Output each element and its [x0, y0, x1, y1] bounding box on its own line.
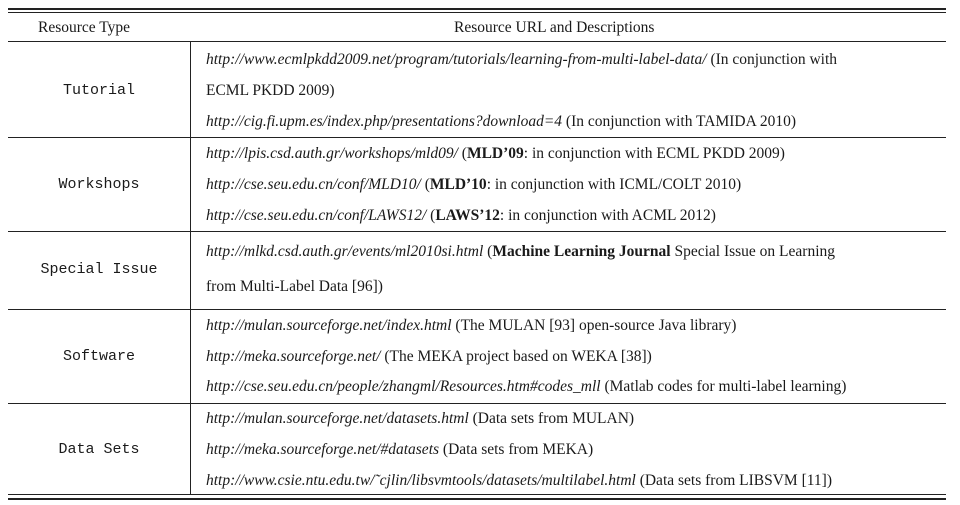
- resource-link[interactable]: http://mulan.sourceforge.net/index.html: [206, 317, 452, 334]
- resource-link[interactable]: http://cig.fi.upm.es/index.php/presentat…: [206, 113, 563, 130]
- group-rule-software: [8, 403, 946, 404]
- type-special-issue: Special Issue: [40, 261, 158, 278]
- group-rule-workshops: [8, 231, 946, 232]
- resource-link[interactable]: http://cse.seu.edu.cn/conf/MLD10/: [206, 176, 421, 193]
- special-issue-entry-1: http://mlkd.csd.auth.gr/events/ml2010si.…: [206, 243, 835, 261]
- resource-description: Special Issue on Learning: [670, 243, 836, 260]
- header-resource-url: Resource URL and Descriptions: [454, 19, 655, 36]
- open-paren: (: [483, 243, 493, 260]
- type-software: Software: [62, 348, 135, 365]
- tutorial-entry-1-continued: ECML PKDD 2009): [206, 82, 335, 100]
- type-data-sets: Data Sets: [58, 441, 140, 458]
- event-name: MLD’10: [429, 176, 487, 193]
- bottom-rule-outer: [8, 498, 946, 500]
- data-sets-entry-3: http://www.csie.ntu.edu.tw/˜cjlin/libsvm…: [206, 472, 832, 490]
- resource-link[interactable]: http://meka.sourceforge.net/: [206, 348, 381, 365]
- type-workshops: Workshops: [58, 176, 140, 193]
- bottom-rule-inner: [8, 494, 946, 495]
- workshops-entry-2: http://cse.seu.edu.cn/conf/MLD10/ (MLD’1…: [206, 176, 741, 194]
- tutorial-entry-1: http://www.ecmlpkdd2009.net/program/tuto…: [206, 51, 837, 69]
- open-paren: (: [420, 176, 430, 193]
- software-entry-3: http://cse.seu.edu.cn/people/zhangml/Res…: [206, 378, 846, 396]
- resource-description: from Multi-Label Data [96]): [206, 278, 383, 295]
- resource-description: ECML PKDD 2009): [206, 82, 335, 99]
- resource-description: (In conjunction with TAMIDA 2010): [562, 113, 796, 130]
- top-rule-inner: [8, 12, 946, 13]
- event-name: MLD’09: [466, 145, 524, 162]
- data-sets-entry-1: http://mulan.sourceforge.net/datasets.ht…: [206, 410, 634, 428]
- type-tutorial: Tutorial: [62, 82, 135, 99]
- column-divider: [190, 41, 191, 495]
- open-paren: (: [426, 207, 436, 224]
- header-rule: [8, 41, 946, 42]
- resource-link[interactable]: http://lpis.csd.auth.gr/workshops/mld09/: [206, 145, 458, 162]
- group-rule-special-issue: [8, 309, 946, 310]
- resource-description: (Data sets from MEKA): [439, 441, 594, 458]
- software-entry-2: http://meka.sourceforge.net/ (The MEKA p…: [206, 348, 652, 366]
- special-issue-entry-1-continued: from Multi-Label Data [96]): [206, 278, 383, 296]
- resource-description: (The MULAN [93] open-source Java library…: [451, 317, 737, 334]
- resource-description: (In conjunction with: [706, 51, 838, 68]
- resource-description: : in conjunction with ECML PKDD 2009): [523, 145, 785, 162]
- top-rule-outer: [8, 8, 946, 10]
- resource-description: : in conjunction with ICML/COLT 2010): [486, 176, 742, 193]
- resource-description: : in conjunction with ACML 2012): [499, 207, 716, 224]
- resource-link[interactable]: http://cse.seu.edu.cn/people/zhangml/Res…: [206, 378, 601, 395]
- software-entry-1: http://mulan.sourceforge.net/index.html …: [206, 317, 736, 335]
- resource-description: (Matlab codes for multi-label learning): [600, 378, 847, 395]
- resource-link[interactable]: http://meka.sourceforge.net/#datasets: [206, 441, 440, 458]
- journal-name: Machine Learning Journal: [492, 243, 671, 260]
- resource-description: (Data sets from LIBSVM [11]): [635, 472, 832, 489]
- resource-link[interactable]: http://mulan.sourceforge.net/datasets.ht…: [206, 410, 469, 427]
- workshops-entry-3: http://cse.seu.edu.cn/conf/LAWS12/ (LAWS…: [206, 207, 716, 225]
- tutorial-entry-2: http://cig.fi.upm.es/index.php/presentat…: [206, 113, 796, 131]
- resource-link[interactable]: http://www.ecmlpkdd2009.net/program/tuto…: [206, 51, 707, 68]
- resource-description: (The MEKA project based on WEKA [38]): [380, 348, 652, 365]
- workshops-entry-1: http://lpis.csd.auth.gr/workshops/mld09/…: [206, 145, 785, 163]
- open-paren: (: [457, 145, 467, 162]
- group-rule-tutorial: [8, 137, 946, 138]
- resource-link[interactable]: http://www.csie.ntu.edu.tw/˜cjlin/libsvm…: [206, 472, 636, 489]
- data-sets-entry-2: http://meka.sourceforge.net/#datasets (D…: [206, 441, 593, 459]
- event-name: LAWS’12: [435, 207, 500, 224]
- header-resource-type: Resource Type: [38, 19, 131, 36]
- resource-description: (Data sets from MULAN): [468, 410, 635, 427]
- resource-link[interactable]: http://cse.seu.edu.cn/conf/LAWS12/: [206, 207, 427, 224]
- resource-link[interactable]: http://mlkd.csd.auth.gr/events/ml2010si.…: [206, 243, 484, 260]
